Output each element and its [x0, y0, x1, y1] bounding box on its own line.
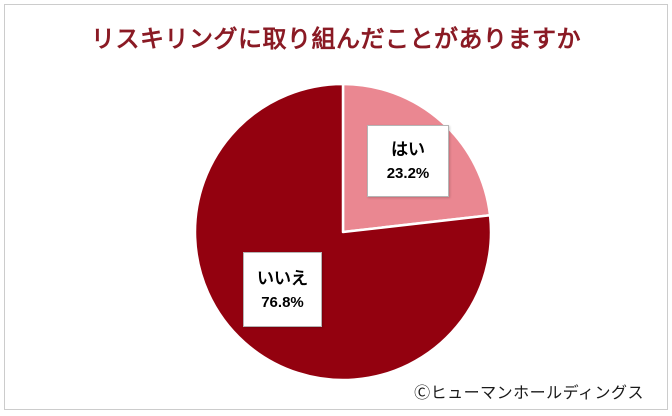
- data-label-box-yes: はい 23.2%: [367, 125, 449, 197]
- data-label-value-yes: 23.2%: [386, 165, 430, 182]
- data-label-value-no: 76.8%: [261, 293, 304, 311]
- copyright-text: Ⓒヒューマンホールディングス: [414, 385, 644, 402]
- data-label-category-yes: はい: [391, 140, 425, 159]
- chart-title: リスキリングに取り組んだことがありますか: [91, 26, 581, 53]
- data-label-box-no: いいえ 76.8%: [243, 252, 322, 327]
- data-label-category-no: いいえ: [257, 268, 308, 288]
